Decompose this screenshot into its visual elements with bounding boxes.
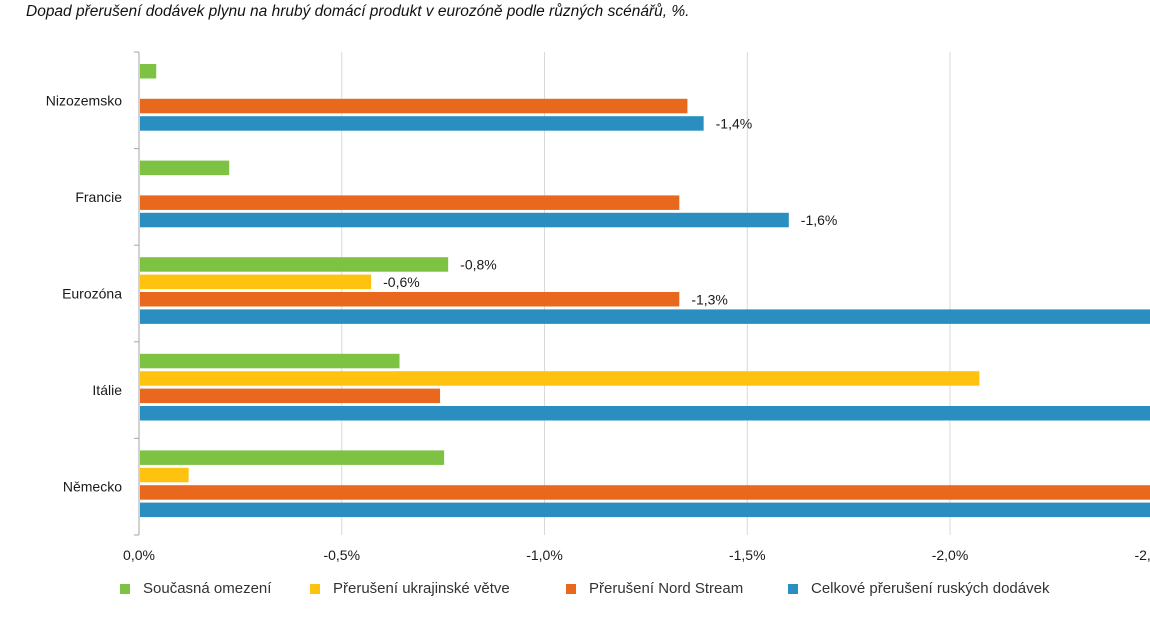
bar bbox=[140, 257, 449, 272]
legend-label: Celkové přerušení ruských dodávek bbox=[811, 580, 1050, 597]
x-tick-label: -0,5% bbox=[323, 547, 360, 563]
category-label: Německo bbox=[63, 479, 122, 495]
bar bbox=[140, 160, 230, 176]
bar bbox=[140, 116, 704, 131]
legend-swatch bbox=[310, 583, 320, 594]
axes: 0,0%-0,5%-1,0%-1,5%-2,0%-2,5%-3,0%-3,5%-… bbox=[46, 51, 1150, 563]
category-label: Nizozemsko bbox=[46, 92, 122, 108]
bar bbox=[140, 371, 980, 386]
legend: Současná omezení Přerušení ukrajinské vět… bbox=[120, 580, 1110, 606]
legend-label: Přerušení Nord Stream bbox=[589, 580, 744, 597]
bar bbox=[140, 212, 789, 228]
bar bbox=[140, 98, 688, 114]
data-labels: -1,4%-1,6%-0,8%-0,6%-1,3%-2,8%-3,5%-4,1% bbox=[383, 115, 838, 307]
legend-swatch bbox=[120, 583, 130, 594]
bar bbox=[140, 353, 400, 369]
bar bbox=[140, 195, 680, 210]
category-label: Eurozóna bbox=[62, 286, 122, 302]
bar bbox=[140, 450, 445, 465]
bar bbox=[140, 64, 157, 79]
legend-item: Současná omezení bbox=[120, 580, 271, 597]
x-tick-label: -2,0% bbox=[932, 547, 969, 563]
bar bbox=[140, 467, 189, 483]
legend-item: Přerušení ukrajinské větve bbox=[310, 580, 510, 597]
bar bbox=[140, 388, 441, 404]
data-label: -0,6% bbox=[383, 274, 420, 290]
x-tick-label: -2,5% bbox=[1134, 547, 1150, 563]
legend-swatch bbox=[788, 583, 798, 594]
legend-swatch bbox=[566, 583, 576, 594]
category-label: Itálie bbox=[92, 382, 122, 398]
legend-label: Přerušení ukrajinské větve bbox=[333, 580, 510, 597]
bar bbox=[140, 406, 1150, 421]
bar bbox=[140, 485, 1150, 500]
data-label: -1,3% bbox=[691, 291, 728, 307]
bar bbox=[140, 309, 1150, 324]
category-label: Francie bbox=[75, 189, 122, 205]
legend-item: Přerušení Nord Stream bbox=[566, 580, 743, 597]
x-tick-label: -1,5% bbox=[729, 547, 766, 563]
x-tick-label: -1,0% bbox=[526, 547, 563, 563]
data-label: -1,6% bbox=[801, 212, 838, 228]
data-label: -1,4% bbox=[716, 115, 753, 131]
legend-item: Celkové přerušení ruských dodávek bbox=[788, 580, 1049, 597]
bar bbox=[140, 274, 372, 290]
chart-title: Dopad přerušení dodávek plynu na hrubý d… bbox=[26, 3, 690, 20]
data-label: -0,8% bbox=[460, 256, 497, 272]
bar bbox=[140, 292, 680, 307]
x-tick-label: 0,0% bbox=[123, 547, 155, 563]
legend-label: Současná omezení bbox=[143, 580, 272, 597]
bar bbox=[140, 502, 1150, 518]
bars bbox=[140, 64, 1150, 518]
